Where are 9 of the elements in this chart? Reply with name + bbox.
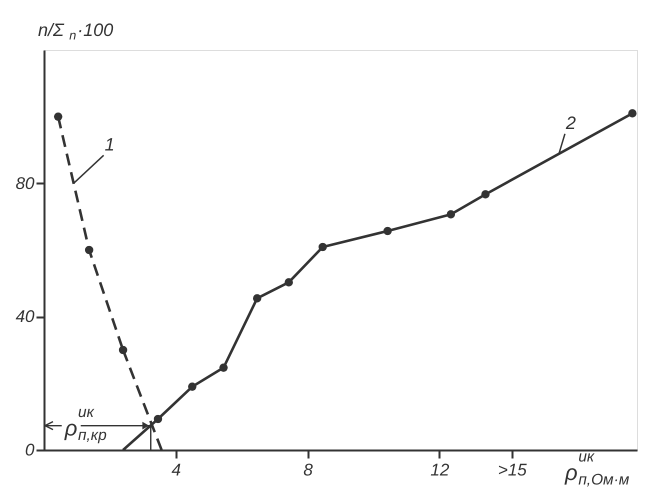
series-label: 2 xyxy=(564,112,576,133)
x-tick-label: >15 xyxy=(498,460,528,480)
x-tick-label: 4 xyxy=(172,460,182,480)
y-tick-label: 80 xyxy=(16,174,36,193)
y-tick-label: 0 xyxy=(25,440,36,460)
x-tick-label: 12 xyxy=(430,460,450,480)
y-tick-label: 40 xyxy=(16,307,36,326)
x-tick-label: 8 xyxy=(303,460,314,480)
text: 1 xyxy=(104,134,115,154)
